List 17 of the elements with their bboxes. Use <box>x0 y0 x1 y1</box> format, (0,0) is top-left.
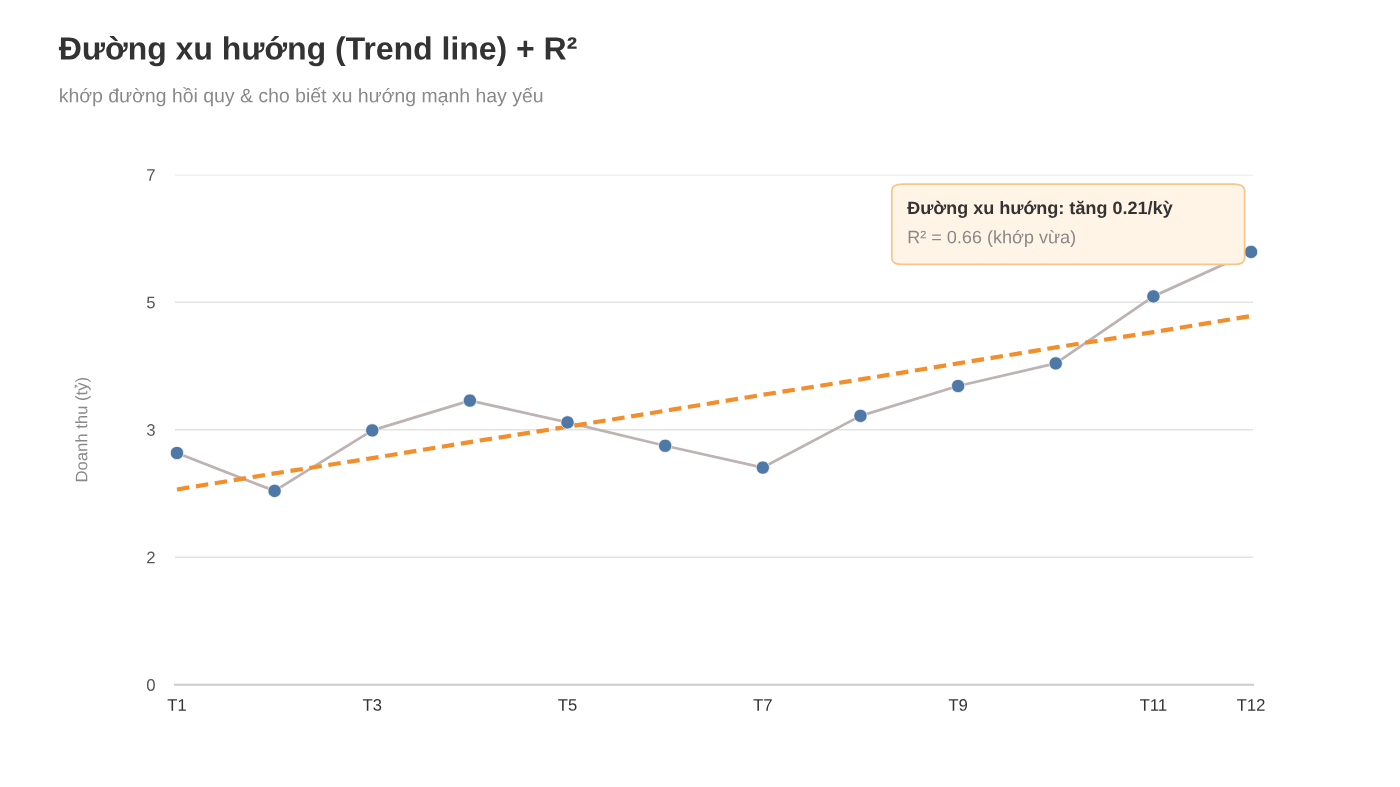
y-axis-title: Doanh thu (tỷ) <box>74 377 91 482</box>
x-tick-label: T5 <box>558 699 577 711</box>
chart-title: Đường xu hướng (Trend line) + R² <box>58 36 577 67</box>
x-tick-label: T9 <box>948 699 968 711</box>
x-tick-label: T7 <box>753 699 772 711</box>
annotation: Đường xu hướng: tăng 0.21/kỳ <box>907 200 1173 218</box>
x-tick-label: T1 <box>167 699 186 711</box>
x-tick-label: T3 <box>362 699 382 711</box>
y-tick-label: 7 <box>147 169 155 181</box>
chart-subtitle: khớp đường hồi quy & cho biết xu hướng mạnh hay yếu <box>60 87 543 107</box>
x-tick-label: T11 <box>1140 699 1167 711</box>
x-tick-label: T12 <box>1237 699 1265 711</box>
y-tick-label: 3 <box>146 424 155 436</box>
y-tick-label: 0 <box>146 679 155 691</box>
y-tick-label: 2 <box>147 551 155 564</box>
y-tick-label: 5 <box>146 296 155 309</box>
annotation: R² = 0.66 (khớp vừa) <box>908 229 1076 247</box>
